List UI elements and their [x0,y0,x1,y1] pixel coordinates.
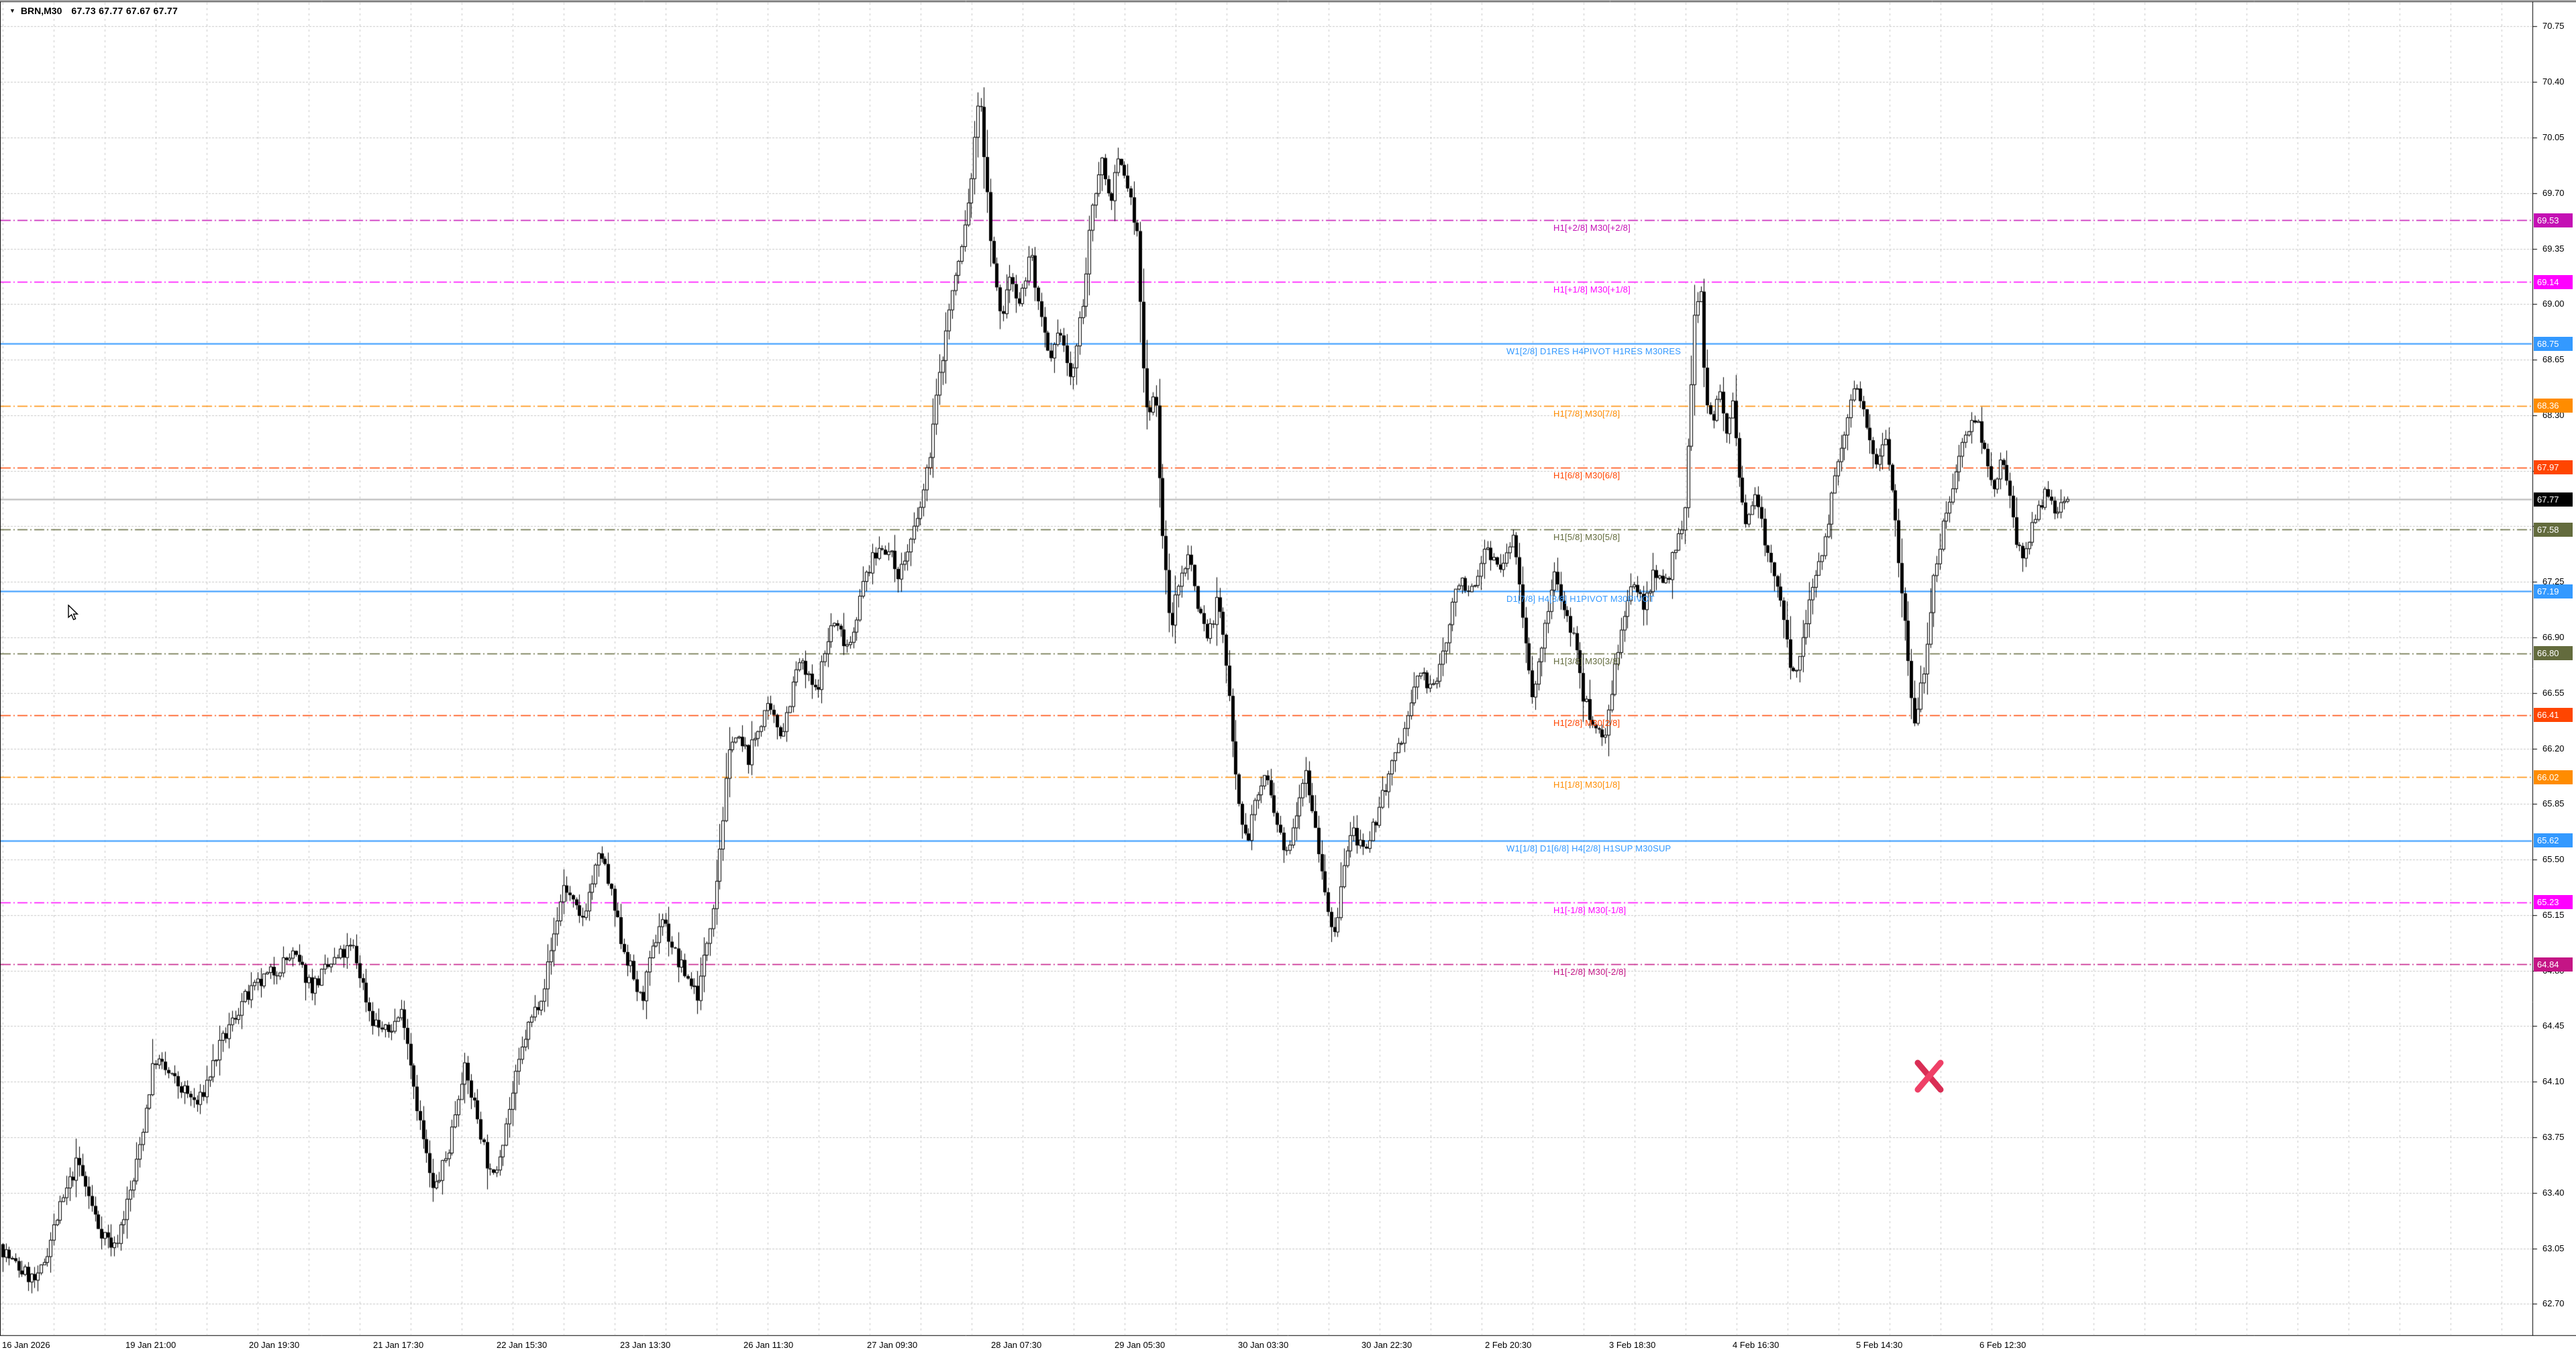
time-tick-label: 2 Feb 20:30 [1485,1340,1532,1350]
level-label: H1[2/8] M30[2/8] [1553,718,1620,728]
price-tick-label: 62.70 [2542,1298,2565,1308]
price-tick-label: 69.35 [2542,244,2565,254]
level-price-badge: 65.62 [2534,833,2573,847]
time-tick-label: 23 Jan 13:30 [620,1340,671,1350]
chevron-down-icon[interactable]: ▼ [9,7,15,14]
price-tick-label: 64.10 [2542,1076,2565,1086]
level-label: H1[-1/8] M30[-1/8] [1553,905,1627,915]
symbol-ohlc-values: 67.73 67.77 67.67 67.77 [71,5,178,16]
price-tick-label: 65.50 [2542,854,2565,864]
price-tick-label: 69.70 [2542,188,2565,198]
level-label: D1[7/8] H4[3/8] H1PIVOT M30PIVOT [1506,594,1655,604]
time-tick-label: 4 Feb 16:30 [1733,1340,1780,1350]
level-price-badge: 65.23 [2534,895,2573,909]
time-tick-label: 16 Jan 2026 [2,1340,50,1350]
level-price-badge: 69.53 [2534,213,2573,227]
price-tick-label: 69.00 [2542,299,2565,309]
time-tick-label: 27 Jan 09:30 [867,1340,918,1350]
level-price-badge: 68.75 [2534,337,2573,351]
time-tick-label: 3 Feb 18:30 [1609,1340,1656,1350]
x-cross-marker-icon[interactable] [1912,1058,1946,1094]
level-price-badge: 67.97 [2534,460,2573,474]
price-tick-label: 66.55 [2542,688,2565,698]
level-label: H1[6/8] M30[6/8] [1553,470,1620,480]
price-tick-label: 70.05 [2542,132,2565,142]
time-tick-label: 22 Jan 15:30 [497,1340,548,1350]
level-price-badge: 66.02 [2534,770,2573,784]
time-tick-label: 20 Jan 19:30 [249,1340,300,1350]
level-label: H1[+2/8] M30[+2/8] [1553,223,1631,233]
price-tick-label: 63.75 [2542,1132,2565,1142]
level-price-badge: 69.14 [2534,275,2573,289]
level-label: H1[3/8] M30[3/8] [1553,656,1620,666]
price-tick-label: 68.65 [2542,354,2565,364]
level-label: H1[5/8] M30[5/8] [1553,532,1620,542]
level-price-badge: 66.41 [2534,708,2573,722]
time-tick-label: 5 Feb 14:30 [1856,1340,1903,1350]
level-label: H1[7/8] M30[7/8] [1553,409,1620,419]
time-tick-label: 21 Jan 17:30 [373,1340,424,1350]
level-label: H1[-2/8] M30[-2/8] [1553,967,1627,977]
time-tick-label: 30 Jan 03:30 [1238,1340,1289,1350]
price-tick-label: 63.40 [2542,1188,2565,1198]
symbol-label: ▼ BRN,M30 67.73 67.77 67.67 67.77 [9,5,178,16]
level-price-badge: 64.84 [2534,957,2573,972]
level-price-badge: 68.36 [2534,399,2573,413]
price-tick-label: 70.75 [2542,21,2565,31]
level-price-badge: 66.80 [2534,646,2573,660]
time-tick-label: 29 Jan 05:30 [1115,1340,1166,1350]
time-tick-label: 19 Jan 21:00 [125,1340,176,1350]
price-tick-label: 66.20 [2542,743,2565,753]
time-tick-label: 26 Jan 11:30 [743,1340,794,1350]
price-tick-label: 67.25 [2542,576,2565,586]
current-price-badge: 67.77 [2534,492,2573,507]
symbol-period: BRN,M30 [20,5,62,16]
price-tick-label: 64.45 [2542,1021,2565,1031]
time-tick-label: 6 Feb 12:30 [1979,1340,2026,1350]
level-label: W1[2/8] D1RES H4PIVOT H1RES M30RES [1506,346,1682,356]
time-tick-label: 28 Jan 07:30 [991,1340,1042,1350]
price-tick-label: 70.40 [2542,76,2565,87]
level-price-badge: 67.58 [2534,523,2573,537]
price-tick-label: 63.05 [2542,1243,2565,1253]
price-tick-label: 65.85 [2542,798,2565,809]
mouse-cursor-icon [68,605,79,621]
price-tick-label: 66.90 [2542,632,2565,642]
level-label: W1[1/8] D1[6/8] H4[2/8] H1SUP M30SUP [1506,843,1671,853]
time-tick-label: 30 Jan 22:30 [1361,1340,1412,1350]
level-label: H1[+1/8] M30[+1/8] [1553,284,1631,295]
level-label: H1[1/8] M30[1/8] [1553,780,1620,790]
price-tick-label: 65.15 [2542,910,2565,920]
level-price-badge: 67.19 [2534,584,2573,598]
